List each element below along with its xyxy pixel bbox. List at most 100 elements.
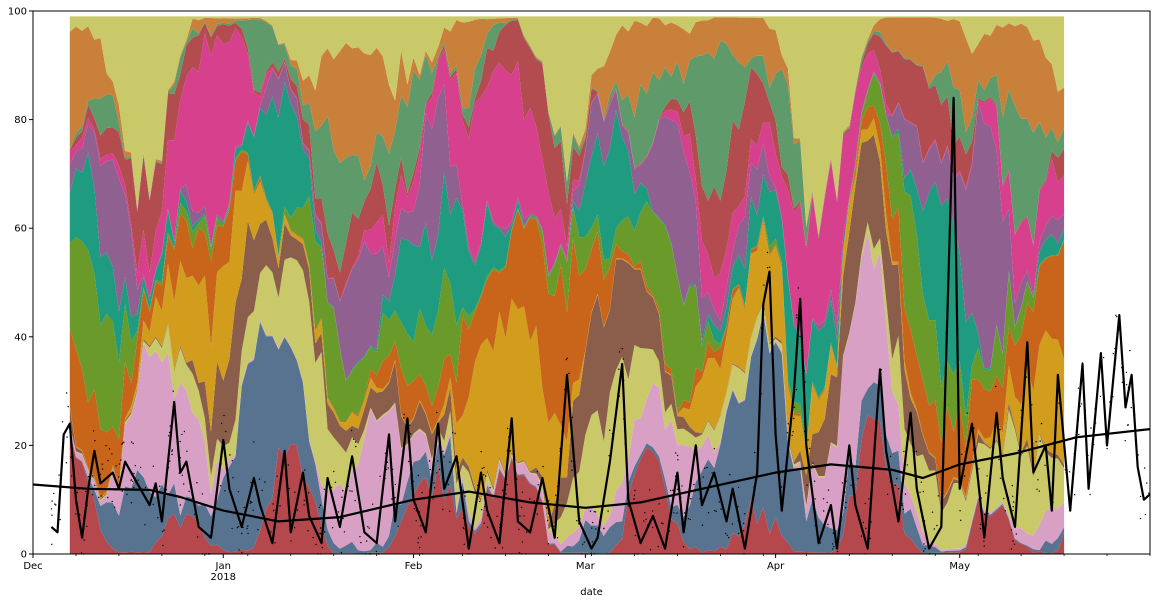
scatter-dot (261, 489, 263, 492)
scatter-dot (519, 515, 521, 517)
scatter-dot (903, 450, 905, 453)
scatter-dot (1037, 479, 1039, 481)
scatter-dot (70, 456, 72, 458)
scatter-dot (960, 453, 963, 455)
scatter-dot (683, 512, 686, 514)
scatter-dot (172, 390, 174, 392)
scatter-dot (385, 468, 388, 471)
scatter-dot (1121, 381, 1124, 383)
scatter-dot (797, 287, 800, 289)
scatter-dot (796, 317, 798, 319)
scatter-dot (159, 485, 161, 487)
scatter-dot (922, 490, 924, 493)
scatter-dot (1035, 441, 1037, 443)
scatter-dot (792, 431, 794, 433)
scatter-dot (689, 518, 691, 521)
scatter-dot (676, 488, 679, 490)
scatter-dot (870, 521, 872, 523)
line-series-group (32, 96, 1151, 550)
x-tick-label: May (949, 561, 970, 572)
scatter-dot (115, 465, 117, 467)
scatter-dot (433, 482, 435, 484)
scatter-dot (183, 430, 186, 433)
scatter-dot (1102, 356, 1105, 359)
scatter-dot (509, 450, 511, 452)
scatter-dot (985, 492, 987, 494)
scatter-dot (432, 498, 434, 500)
scatter-dot (806, 484, 808, 486)
scatter-dot (1074, 494, 1076, 496)
scatter-dot (111, 453, 113, 455)
scatter-dot (303, 504, 305, 506)
y-tick-label: 0 (21, 550, 27, 561)
scatter-dot (162, 530, 164, 533)
scatter-dot (94, 440, 96, 442)
scatter-dot (814, 498, 816, 500)
scatter-dot (521, 491, 524, 493)
scatter-dot (130, 502, 133, 504)
scatter-dot (589, 510, 592, 512)
scatter-dot (420, 525, 422, 527)
scatter-dot (91, 494, 94, 496)
scatter-dot (793, 406, 796, 408)
scatter-dot (394, 483, 397, 486)
area-series-15 (69, 16, 1065, 235)
scatter-dot (130, 441, 133, 443)
scatter-dot (323, 531, 326, 533)
scatter-dot (334, 481, 337, 483)
scatter-dot (144, 486, 147, 489)
scatter-dot (83, 539, 85, 541)
scatter-dot (464, 495, 466, 497)
scatter-dot (819, 542, 822, 544)
scatter-dot (480, 450, 482, 453)
scatter-dot (372, 503, 374, 505)
scatter-dot (59, 518, 61, 521)
scatter-dot (436, 411, 438, 414)
scatter-dot (608, 455, 610, 457)
scatter-dot (813, 480, 816, 482)
scatter-dot (66, 436, 68, 438)
scatter-dot (264, 481, 266, 483)
scatter-dot (728, 536, 730, 539)
scatter-dot (355, 441, 357, 443)
y-tick-label: 100 (8, 7, 27, 18)
scatter-dot (603, 527, 605, 530)
scatter-dot (162, 544, 164, 547)
scatter-dot (231, 460, 233, 462)
scatter-dot (862, 521, 865, 524)
area-series-11 (69, 28, 1065, 374)
scatter-dot (833, 545, 835, 548)
area-series-4 (69, 222, 1065, 551)
scatter-dot (133, 472, 135, 475)
scatter-dot (417, 474, 419, 477)
scatter-dot (865, 527, 867, 530)
scatter-dot (105, 445, 107, 447)
scatter-dot (845, 501, 847, 504)
scatter-dot (494, 547, 496, 549)
scatter-dot (1130, 406, 1132, 409)
scatter-dot (501, 547, 504, 549)
scatter-dot (1011, 484, 1013, 487)
scatter-dot (860, 535, 863, 537)
scatter-dot (462, 527, 464, 529)
scatter-dot (486, 526, 489, 528)
scatter-dot (633, 498, 635, 500)
scatter-dot (506, 427, 509, 430)
scatter-dot (766, 251, 769, 254)
scatter-dot (1044, 464, 1046, 466)
scatter-dot (167, 435, 170, 437)
scatter-dot (92, 430, 95, 432)
scatter-dot (179, 504, 181, 506)
scatter-dot (323, 488, 326, 490)
scatter-dot (826, 501, 828, 504)
scatter-dot (352, 438, 355, 440)
scatter-dot (437, 460, 439, 462)
line-series-noisy (50, 96, 1151, 550)
scatter-dot (737, 532, 740, 535)
scatter-dot (279, 505, 281, 507)
area-series-14 (69, 17, 1065, 236)
scatter-dot (979, 523, 982, 526)
scatter-dot (682, 546, 685, 548)
scatter-dot (742, 530, 745, 532)
scatter-dot (355, 445, 357, 448)
